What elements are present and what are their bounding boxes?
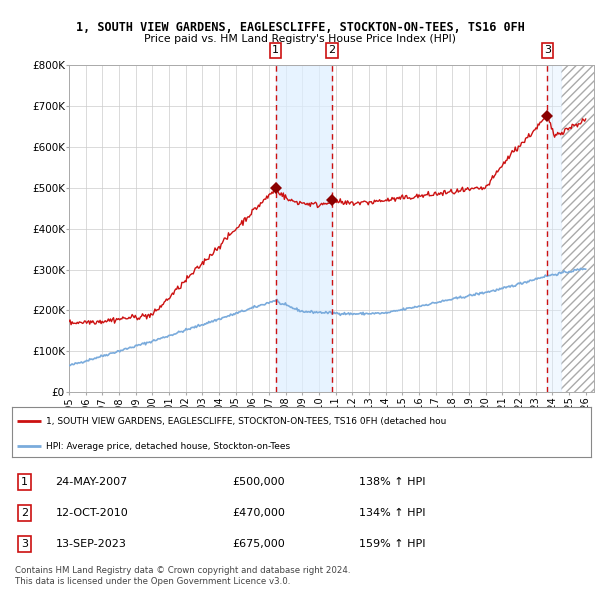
Text: 1: 1 (21, 477, 28, 487)
Text: 3: 3 (544, 45, 551, 55)
Text: 1, SOUTH VIEW GARDENS, EAGLESCLIFFE, STOCKTON-ON-TEES, TS16 0FH (detached hou: 1, SOUTH VIEW GARDENS, EAGLESCLIFFE, STO… (46, 417, 446, 425)
Text: 12-OCT-2010: 12-OCT-2010 (55, 508, 128, 517)
Bar (560, 65, 594, 392)
Text: Price paid vs. HM Land Registry's House Price Index (HPI): Price paid vs. HM Land Registry's House … (144, 34, 456, 44)
Text: 24-MAY-2007: 24-MAY-2007 (55, 477, 128, 487)
Text: 138% ↑ HPI: 138% ↑ HPI (359, 477, 426, 487)
Text: 1, SOUTH VIEW GARDENS, EAGLESCLIFFE, STOCKTON-ON-TEES, TS16 0FH: 1, SOUTH VIEW GARDENS, EAGLESCLIFFE, STO… (76, 21, 524, 34)
Text: HPI: Average price, detached house, Stockton-on-Tees: HPI: Average price, detached house, Stoc… (46, 442, 290, 451)
Text: 1: 1 (272, 45, 279, 55)
Text: 2: 2 (21, 508, 28, 517)
Bar (547, 65, 560, 392)
Text: 3: 3 (21, 539, 28, 549)
Text: 159% ↑ HPI: 159% ↑ HPI (359, 539, 426, 549)
Text: £500,000: £500,000 (232, 477, 284, 487)
Text: Contains HM Land Registry data © Crown copyright and database right 2024.: Contains HM Land Registry data © Crown c… (15, 566, 350, 575)
Text: £470,000: £470,000 (232, 508, 285, 517)
Text: 13-SEP-2023: 13-SEP-2023 (55, 539, 127, 549)
Text: This data is licensed under the Open Government Licence v3.0.: This data is licensed under the Open Gov… (15, 577, 290, 586)
Text: 134% ↑ HPI: 134% ↑ HPI (359, 508, 426, 517)
Text: £675,000: £675,000 (232, 539, 285, 549)
Text: 2: 2 (329, 45, 336, 55)
Bar (275, 65, 332, 392)
